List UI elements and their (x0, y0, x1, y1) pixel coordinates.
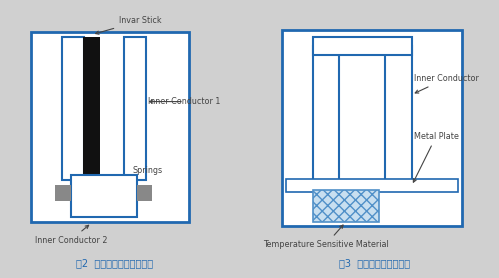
Bar (71, 175, 137, 217)
Bar (62, 37, 84, 180)
Bar (282, 30, 462, 226)
Bar (286, 179, 458, 192)
Text: Inner Conductor 1: Inner Conductor 1 (148, 97, 220, 106)
Bar (124, 37, 146, 180)
Bar (83, 37, 100, 180)
Bar (313, 37, 412, 55)
Text: Springs: Springs (109, 166, 163, 192)
Text: Metal Plate: Metal Plate (413, 132, 459, 182)
Text: 图3  同轴腔电容补偿技术: 图3 同轴腔电容补偿技术 (339, 259, 410, 269)
Bar (313, 46, 339, 180)
Bar (313, 190, 379, 222)
Text: 图2  限制同轴腔内导体技术: 图2 限制同轴腔内导体技术 (76, 259, 153, 269)
Text: Inner Conductor: Inner Conductor (414, 74, 479, 93)
Text: Temperature Sensitive Material: Temperature Sensitive Material (263, 225, 389, 249)
Bar (55, 185, 71, 201)
Bar (137, 185, 152, 201)
Bar (385, 46, 412, 180)
Text: Inner Conductor 2: Inner Conductor 2 (34, 225, 107, 245)
Text: Invar Stick: Invar Stick (96, 16, 162, 34)
Bar (31, 32, 190, 222)
